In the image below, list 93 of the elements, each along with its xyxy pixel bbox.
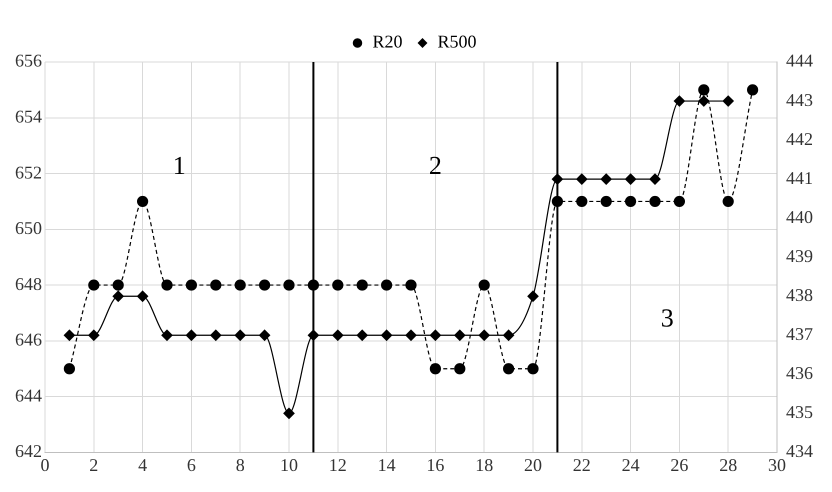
point <box>503 363 514 374</box>
legend-label: R20 <box>372 32 403 52</box>
x-tick-label: 28 <box>719 454 738 475</box>
x-tick-label: 6 <box>186 454 196 475</box>
point <box>454 363 466 374</box>
point <box>259 330 270 341</box>
point <box>161 330 173 341</box>
point <box>600 196 612 208</box>
point <box>186 279 197 291</box>
x-tick-label: 26 <box>670 454 688 475</box>
point <box>356 330 368 341</box>
point <box>88 279 100 291</box>
point <box>234 279 246 291</box>
y2-tick-label: 440 <box>786 206 813 227</box>
y2-tick-label: 439 <box>786 246 813 266</box>
annotation: 3 <box>660 303 674 332</box>
annotation: 1 <box>172 151 186 180</box>
y-tick-label: 652 <box>15 162 42 182</box>
point <box>112 279 124 291</box>
annotation: 2 <box>428 151 442 180</box>
x-tick-label: 10 <box>280 454 298 475</box>
y2-tick-label: 436 <box>786 363 813 384</box>
point <box>137 290 148 302</box>
y2-tick-label: 437 <box>786 324 813 344</box>
point <box>722 95 734 107</box>
point <box>649 196 661 208</box>
point <box>283 279 295 291</box>
y-tick-label: 644 <box>15 385 42 406</box>
y2-tick-label: 444 <box>786 50 813 71</box>
point <box>64 363 75 374</box>
point <box>576 174 588 185</box>
point <box>625 174 636 185</box>
point <box>674 95 685 107</box>
point <box>186 330 197 341</box>
y-tick-label: 654 <box>15 106 42 127</box>
y-tick-label: 642 <box>15 441 42 462</box>
point <box>649 174 661 185</box>
point <box>283 408 295 419</box>
x-tick-label: 22 <box>572 454 591 475</box>
point <box>381 279 392 291</box>
point <box>405 279 417 291</box>
x-tick-label: 8 <box>236 454 245 475</box>
point <box>210 330 222 341</box>
point <box>381 330 392 341</box>
point <box>478 279 490 291</box>
point <box>210 279 222 291</box>
point <box>674 196 685 208</box>
x-tick-label: 18 <box>475 454 494 475</box>
point <box>64 330 75 341</box>
x-tick-label: 16 <box>426 454 444 475</box>
point <box>161 279 173 291</box>
point <box>430 330 441 341</box>
point <box>576 196 588 208</box>
point <box>747 84 758 96</box>
x-tick-label: 14 <box>378 454 396 475</box>
point <box>88 330 100 341</box>
legend-label: R500 <box>438 32 477 52</box>
x-tick-label: 20 <box>524 454 542 475</box>
x-tick-label: 2 <box>89 454 98 475</box>
y2-tick-label: 438 <box>786 284 813 305</box>
x-tick-label: 24 <box>622 454 640 475</box>
point <box>259 279 270 291</box>
x-tick-label: 30 <box>768 454 786 475</box>
y2-tick-label: 441 <box>786 168 813 188</box>
point <box>137 196 148 208</box>
y-tick-label: 650 <box>15 218 42 238</box>
point <box>527 363 539 374</box>
y2-tick-label: 442 <box>786 128 813 149</box>
point <box>430 363 441 374</box>
x-tick-label: 4 <box>138 454 148 475</box>
point <box>332 330 344 341</box>
y2-tick-label: 435 <box>786 402 813 422</box>
point <box>625 196 636 208</box>
x-tick-label: 0 <box>40 454 50 475</box>
y2-tick-label: 443 <box>786 90 813 110</box>
x-tick-label: 12 <box>328 454 347 475</box>
y2-tick-label: 434 <box>786 441 813 462</box>
point <box>600 174 612 185</box>
y-tick-label: 646 <box>15 330 42 350</box>
point <box>234 330 246 341</box>
point <box>478 330 490 341</box>
y-tick-label: 656 <box>15 50 42 71</box>
point <box>527 290 539 302</box>
point <box>698 84 710 96</box>
point <box>454 330 466 341</box>
point <box>722 196 734 208</box>
point <box>112 290 124 302</box>
point <box>698 95 710 107</box>
point <box>356 279 368 291</box>
point <box>405 330 417 341</box>
y-tick-label: 648 <box>15 274 42 294</box>
point <box>503 330 514 341</box>
point <box>332 279 344 291</box>
